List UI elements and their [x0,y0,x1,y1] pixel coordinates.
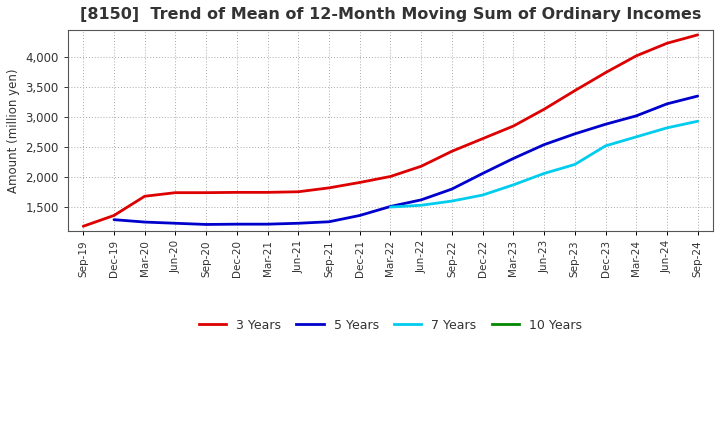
Title: [8150]  Trend of Mean of 12-Month Moving Sum of Ordinary Incomes: [8150] Trend of Mean of 12-Month Moving … [80,7,701,22]
Legend: 3 Years, 5 Years, 7 Years, 10 Years: 3 Years, 5 Years, 7 Years, 10 Years [194,314,587,337]
Y-axis label: Amount (million yen): Amount (million yen) [7,68,20,193]
